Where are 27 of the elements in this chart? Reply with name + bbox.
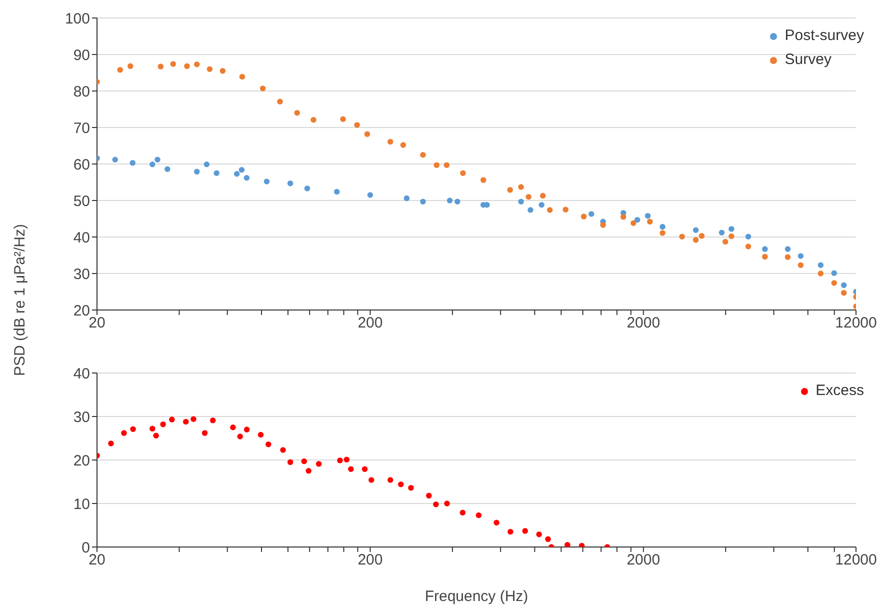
- y-tick-label: 100: [64, 10, 90, 28]
- x-tick-label: 20: [88, 552, 106, 569]
- x-tick-label: 200: [358, 552, 383, 569]
- y-tick-label: 30: [73, 408, 90, 426]
- y-tick-label: 90: [73, 46, 90, 64]
- legend-label: Survey: [784, 50, 832, 70]
- x-axis-title: Frequency (Hz): [424, 588, 528, 605]
- y-tick-label: 20: [73, 302, 90, 320]
- y-axis-title: PSD (dB re 1 μPa²/Hz): [12, 224, 28, 376]
- x-tick-label: 2000: [626, 314, 660, 332]
- y-tick-label: 40: [73, 229, 90, 246]
- y-tick-label: 60: [73, 156, 90, 174]
- y-tick-label: 40: [73, 365, 90, 382]
- y-tick-label: 70: [73, 120, 90, 137]
- x-tick-label: 12000: [835, 314, 877, 332]
- x-tick-label: 12000: [835, 552, 877, 569]
- y-tick-label: 30: [73, 266, 90, 283]
- y-tick-label: 10: [73, 496, 90, 513]
- y-tick-label: 50: [73, 192, 90, 210]
- legend-label: Excess: [816, 381, 864, 401]
- y-tick-label: 80: [73, 83, 90, 100]
- x-tick-label: 20: [88, 314, 106, 332]
- legend-label: Post-survey: [784, 26, 864, 46]
- y-tick-label: 20: [73, 452, 90, 470]
- y-tick-label: 0: [82, 539, 90, 556]
- x-tick-label: 200: [358, 314, 383, 332]
- x-tick-label: 2000: [626, 552, 660, 569]
